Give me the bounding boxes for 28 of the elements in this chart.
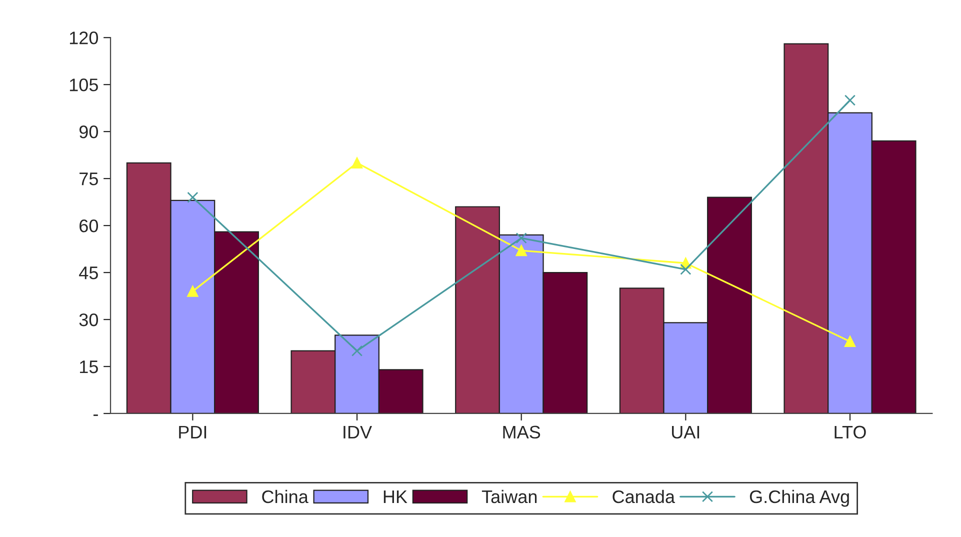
point	[844, 94, 856, 106]
y-tick-label: 75	[80, 172, 98, 186]
point	[187, 192, 198, 203]
legend-label: Taiwan	[482, 490, 537, 504]
point	[516, 245, 527, 256]
x-tick-label: UAI	[672, 426, 700, 439]
y-tick-label: -	[94, 414, 98, 416]
y-tick-label: 60	[80, 219, 98, 232]
legend-label: G.China Avg	[750, 490, 849, 507]
y-tick-label: 30	[79, 313, 98, 326]
point	[187, 286, 198, 297]
y-tick-label: 90	[79, 126, 98, 138]
y-tick-label: 45	[79, 266, 98, 280]
y-tick-label: 15	[80, 360, 98, 374]
y-tick-label: 120	[70, 32, 98, 44]
x-tick-label: PDI	[179, 426, 206, 438]
x-tick-label: IDV	[344, 426, 372, 438]
point	[680, 264, 692, 275]
legend-label: Canada	[612, 490, 675, 504]
point	[516, 232, 527, 244]
x-tick-label: MAS	[503, 426, 540, 439]
legend-label: HK	[384, 490, 408, 503]
point	[351, 157, 363, 168]
y-tick-label: 105	[70, 78, 98, 92]
x-tick-label: LTO	[834, 426, 866, 439]
point	[844, 336, 856, 347]
legend-label: China	[262, 490, 308, 504]
point	[351, 345, 363, 356]
